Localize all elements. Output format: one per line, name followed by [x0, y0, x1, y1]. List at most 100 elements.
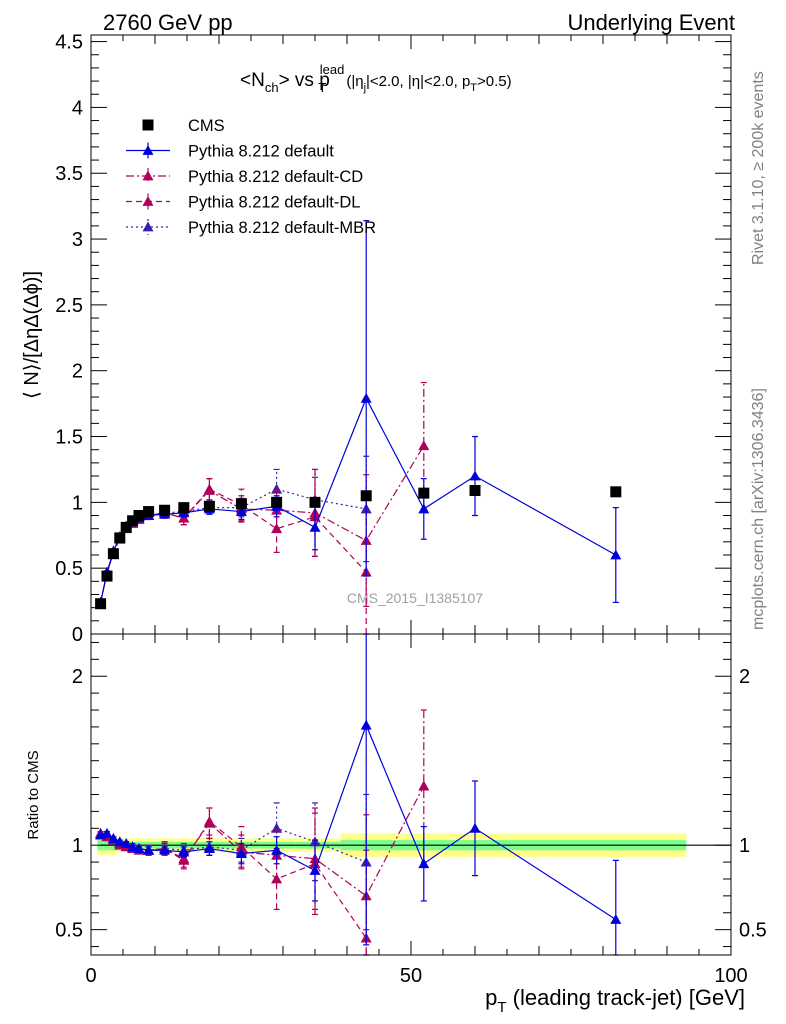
x-tick-label: 50 — [400, 965, 422, 987]
legend-label: Pythia 8.212 default-DL — [188, 194, 360, 212]
ratio-y-tick-label: 1 — [72, 835, 83, 857]
ratio-y-tick-label-right: 2 — [739, 666, 750, 688]
cms-data-point — [271, 496, 283, 508]
ratio-y-tick-label-right: 0.5 — [739, 920, 767, 942]
ratio-marker — [418, 780, 430, 791]
series-marker — [203, 485, 215, 495]
chart-title: <Nch> vs plead T (|ηj|<2.0, |η|<2.0, pT>0.… — [240, 62, 512, 95]
series-marker — [309, 521, 321, 532]
legend-marker — [142, 221, 154, 232]
ratio-marker — [203, 843, 215, 853]
legend-marker-cms — [142, 119, 154, 131]
ratio-marker — [271, 844, 283, 855]
cms-data-point — [235, 498, 247, 510]
header-right: Underlying Event — [567, 10, 735, 35]
ratio-marker — [159, 844, 171, 855]
cms-data-point — [178, 502, 190, 514]
series-marker — [418, 503, 430, 514]
y-tick-label: 4.5 — [55, 32, 83, 54]
cms-data-point — [159, 504, 171, 516]
y-tick-label: 1.5 — [55, 427, 83, 449]
legend: CMS Pythia 8.212 default Pythia 8.212 defa… — [126, 117, 376, 237]
legend-label: CMS — [188, 117, 225, 135]
cms-data-point — [101, 570, 113, 582]
title-cuts-b-sub: T — [470, 82, 477, 94]
y-axis-label: ⟨ N⟩/[ΔηΔ(Δϕ)] — [21, 271, 43, 399]
cms-data — [95, 485, 622, 610]
ratio-plot-frame — [90, 633, 732, 956]
series-marker — [610, 549, 622, 560]
legend-label: Pythia 8.212 default — [188, 143, 334, 161]
ratio-y-tick-label-right: 1 — [739, 835, 750, 857]
y-tick-label: 4 — [72, 97, 83, 119]
ratio-marker — [114, 836, 126, 847]
series-line — [100, 488, 367, 603]
cms-data-point — [127, 515, 139, 527]
cms-data-point — [610, 486, 622, 498]
cms-data-point — [107, 548, 119, 560]
ratio-marker — [610, 914, 622, 924]
title-mid: > vs p — [279, 70, 330, 91]
title-sup: lead — [320, 62, 345, 77]
series-2 — [95, 476, 372, 956]
title-cuts-b: |<2.0, |η|<2.0, p — [366, 73, 470, 90]
cms-data-point — [114, 532, 126, 544]
x-axis-label: pT (leading track-jet) [GeV] — [485, 985, 745, 1016]
y-tick-label: 0.5 — [55, 558, 83, 580]
ratio-marker — [133, 843, 145, 853]
cms-data-point — [133, 510, 145, 522]
series-line — [100, 488, 367, 603]
y-tick-label: 3 — [72, 229, 83, 251]
y-tick-label: 2 — [72, 361, 83, 383]
ratio-y-tick-label: 2 — [72, 666, 83, 688]
legend-label: Pythia 8.212 default-CD — [188, 168, 363, 186]
series-marker — [469, 470, 481, 481]
title-sub1: ch — [265, 80, 279, 95]
cms-data-point — [203, 500, 215, 512]
cms-data-point — [143, 506, 155, 518]
legend-marker — [142, 145, 154, 155]
cms-data-point — [95, 598, 107, 610]
y-tick-label: 1 — [72, 492, 83, 514]
x-label-rest: (leading track-jet) [GeV] — [507, 985, 745, 1010]
ratio-marker — [143, 844, 155, 855]
ratio-marker — [101, 827, 113, 838]
title-sub2: T — [318, 80, 326, 95]
axes-layer: 0 50 100 0 0.5 1 1.5 2 2.5 3 3.5 4 4.5 0.5 0.5 1 1 2 2 — [55, 32, 767, 987]
title-cuts-a-sub: j — [363, 82, 366, 94]
cms-data-point — [120, 521, 132, 533]
title-main: <N — [240, 70, 265, 91]
analysis-watermark: CMS_2015_I1385107 — [347, 590, 483, 606]
header-left: 2760 GeV pp — [103, 10, 233, 35]
series-1 — [95, 381, 430, 956]
ratio-marker — [203, 817, 215, 828]
ratio-marker — [360, 719, 372, 730]
y-tick-label: 3.5 — [55, 163, 83, 185]
cms-data-point — [418, 487, 430, 499]
ratio-marker — [107, 832, 119, 843]
main-plot-frame — [90, 34, 732, 635]
ratio-y-tick-label: 0.5 — [55, 920, 83, 942]
mcplots-label: mcplots.cern.ch [arXiv:1306.3436] — [750, 388, 767, 630]
y-tick-label: 0 — [72, 624, 83, 646]
title-cuts-a: (|η — [346, 73, 363, 90]
ratio-marker — [178, 853, 190, 864]
ratio-y-axis-label: Ratio to CMS — [25, 750, 42, 839]
x-tick-label: 0 — [85, 965, 96, 987]
series-line — [100, 445, 425, 603]
cms-data-point — [469, 485, 481, 497]
cms-data-point — [360, 490, 372, 502]
ratio-marker — [309, 865, 321, 875]
ratio-marker — [120, 837, 132, 848]
y-tick-label: 2.5 — [55, 295, 83, 317]
ratio-marker — [127, 841, 139, 852]
legend-marker — [142, 170, 154, 181]
series-layer — [95, 220, 622, 956]
x-tick-label: 100 — [714, 965, 747, 987]
x-label-sub: T — [497, 999, 506, 1016]
series-line — [100, 396, 617, 603]
ratio-marker — [235, 848, 247, 859]
x-label-main: p — [485, 985, 497, 1010]
series-marker — [271, 483, 283, 494]
